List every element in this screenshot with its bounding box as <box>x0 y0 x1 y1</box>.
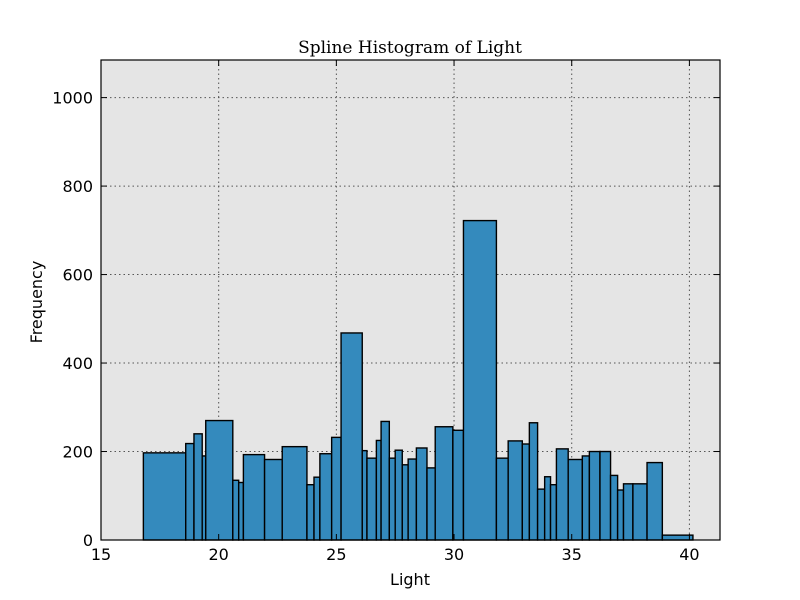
histogram-bar <box>388 457 396 541</box>
histogram-bar <box>401 464 409 541</box>
plot-frame <box>100 59 721 541</box>
histogram-bar <box>142 452 187 541</box>
histogram-bar <box>361 449 368 541</box>
histogram-bar <box>661 534 694 541</box>
histogram-bar <box>462 219 498 541</box>
histogram-bar <box>507 440 523 541</box>
y-tick-label: 0 <box>83 531 93 550</box>
y-tick-label: 600 <box>62 266 93 285</box>
histogram-bar <box>380 420 391 541</box>
y-axis-label: Frequency <box>27 261 46 344</box>
histogram-bar <box>366 457 378 541</box>
histogram-bar <box>375 439 382 541</box>
histogram-bar <box>622 483 634 541</box>
x-tick-label: 30 <box>444 545 464 564</box>
y-tick-label: 800 <box>62 177 93 196</box>
histogram-bar <box>313 476 321 541</box>
histogram-bar <box>426 467 436 541</box>
histogram-bar <box>452 429 465 541</box>
histogram-bar <box>434 426 454 541</box>
x-axis-ticks: 15 20 25 30 35 40 <box>91 60 700 564</box>
histogram-bar <box>205 419 234 541</box>
y-axis-ticks: 0 200 400 600 800 1000 <box>52 89 720 550</box>
histogram-bar <box>281 445 308 541</box>
y-tick-label: 400 <box>62 354 93 373</box>
x-tick-label: 20 <box>209 545 229 564</box>
x-tick-label: 40 <box>679 545 699 564</box>
histogram-bar <box>567 458 584 541</box>
histogram-bar <box>242 453 266 541</box>
histogram-bar <box>646 461 664 541</box>
histogram-bar <box>616 489 625 541</box>
histogram-bar <box>581 455 591 541</box>
x-tick-label: 35 <box>562 545 582 564</box>
histogram-bar <box>394 449 403 541</box>
histogram-bar <box>340 332 363 541</box>
histogram-bar <box>536 488 546 541</box>
y-tick-label: 1000 <box>52 89 93 108</box>
histogram-bar <box>306 484 315 541</box>
x-tick-label: 25 <box>326 545 346 564</box>
histogram-bar <box>555 448 569 541</box>
histogram-bar <box>528 422 539 541</box>
histogram-bar <box>263 458 283 541</box>
histogram-bar <box>330 436 342 541</box>
histogram-bar <box>319 453 333 541</box>
histogram-bar <box>588 450 601 541</box>
y-tick-label: 200 <box>62 443 93 462</box>
histogram-bar <box>185 442 195 541</box>
histogram-bar <box>232 479 240 541</box>
histogram-bar <box>599 450 612 541</box>
histogram-bar <box>549 484 558 541</box>
x-tick-label: 15 <box>91 545 111 564</box>
histogram-bar <box>521 443 531 541</box>
x-axis-label: Light <box>390 570 430 589</box>
histogram-bar <box>609 474 619 541</box>
histogram-bar <box>407 458 418 541</box>
histogram-bar <box>495 457 509 541</box>
histogram-bar <box>632 483 648 541</box>
histogram-bar <box>543 476 552 541</box>
histogram-bar <box>193 433 203 541</box>
histogram-bar <box>415 447 428 541</box>
chart-title: Spline Histogram of Light <box>298 38 522 58</box>
histogram-bar <box>237 481 245 541</box>
